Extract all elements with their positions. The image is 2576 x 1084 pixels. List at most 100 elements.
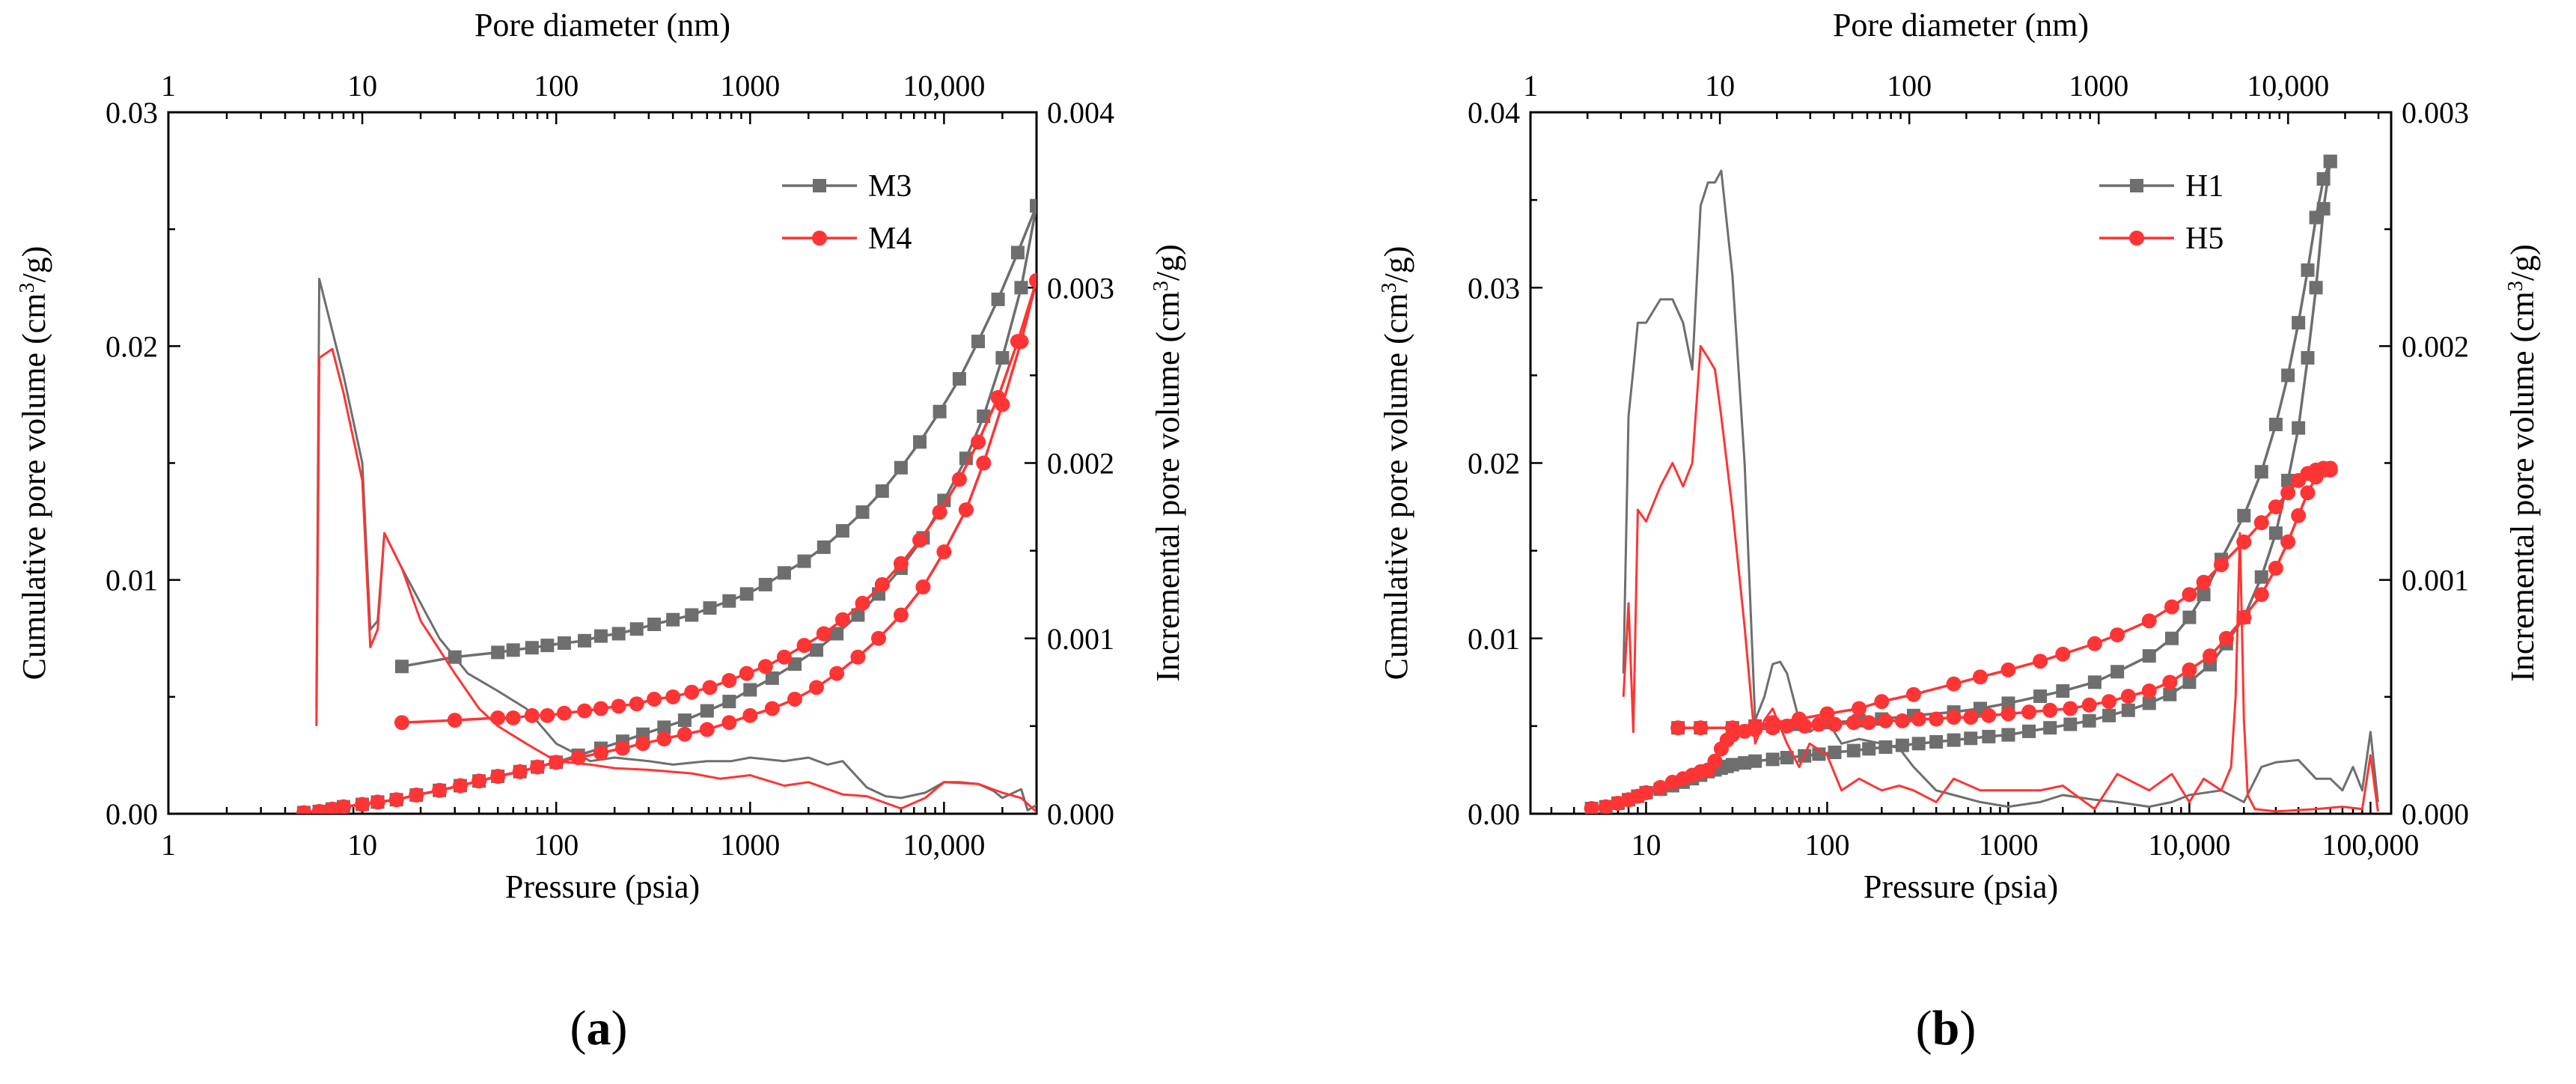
data-point-h5-extrusion xyxy=(1819,706,1835,722)
data-point-m4-intrusion xyxy=(452,778,468,794)
data-point-h1-intrusion-high xyxy=(2309,281,2323,295)
data-point-m4-extrusion xyxy=(932,505,947,520)
x2-axis-title: Pore diameter (nm) xyxy=(1833,7,2089,43)
data-point-h1-intrusion-high xyxy=(2182,675,2197,689)
data-point-h5-intrusion xyxy=(1878,713,1893,728)
data-point-h5-intrusion xyxy=(2141,683,2157,699)
data-point-m4-intrusion xyxy=(370,794,385,810)
y-tick-label: 0.01 xyxy=(106,564,158,597)
data-point-h5-intrusion xyxy=(1929,711,1944,727)
y-tick-label: 0.00 xyxy=(106,797,158,831)
data-point-m4-extrusion xyxy=(951,472,967,487)
data-point-m4-extrusion xyxy=(629,696,644,712)
x2-tick-label: 1000 xyxy=(720,69,780,103)
data-point-m3-extrusion xyxy=(491,645,505,660)
data-point-m4-intrusion xyxy=(512,764,528,779)
data-point-h5-extrusion xyxy=(1946,676,1962,692)
data-point-m4-intrusion xyxy=(787,691,802,707)
data-point-m4-extrusion xyxy=(577,703,593,719)
data-point-m4-extrusion xyxy=(647,691,662,707)
data-point-h1-extrusion xyxy=(2182,610,2197,624)
data-point-m3-extrusion xyxy=(506,643,520,657)
data-point-m3-extrusion xyxy=(394,660,409,674)
y-tick-label: 0.03 xyxy=(106,96,158,130)
data-point-h1-intrusion xyxy=(1964,731,1978,746)
data-point-m4-intrusion xyxy=(699,722,715,737)
data-point-m3-intrusion xyxy=(810,643,824,657)
data-point-m4-intrusion xyxy=(530,759,546,775)
data-point-m3-extrusion xyxy=(739,587,754,601)
data-point-m3-extrusion xyxy=(578,633,592,648)
data-point-h5-extrusion xyxy=(2110,627,2125,643)
data-point-h1-intrusion-high xyxy=(2022,724,2036,738)
data-point-m4-extrusion xyxy=(816,626,831,642)
plot-area xyxy=(296,198,1037,814)
data-point-m3-extrusion xyxy=(797,554,811,568)
data-point-h5-extrusion xyxy=(2141,613,2157,629)
data-point-h1-intrusion xyxy=(1947,733,1961,747)
data-point-h5-intrusion xyxy=(2042,702,2058,718)
y-axis-title: Cumulative pore volume (cm3/g) xyxy=(1378,246,1415,680)
data-point-m4-intrusion xyxy=(614,740,630,756)
data-point-m4-intrusion xyxy=(721,715,737,731)
data-point-h5-extrusion xyxy=(2196,574,2212,590)
y2-tick-label: 0.000 xyxy=(2402,797,2469,831)
data-point-h5-extrusion xyxy=(1724,720,1740,736)
data-point-h5-intrusion xyxy=(2291,508,2307,523)
y2-tick-label: 0.002 xyxy=(2402,329,2469,363)
data-point-h5-intrusion xyxy=(1894,713,1910,728)
data-point-m3-extrusion xyxy=(703,601,717,615)
data-point-m3-intrusion xyxy=(722,695,736,709)
data-point-h5-extrusion xyxy=(2214,557,2229,573)
data-point-h5-extrusion xyxy=(2182,587,2197,603)
data-point-h1-intrusion-high xyxy=(2121,703,2135,717)
data-point-m4-intrusion xyxy=(850,649,866,665)
y2-axis-title: Incremental pore volume (cm3/g) xyxy=(1150,244,1187,682)
data-point-h1-intrusion xyxy=(1828,746,1842,760)
legend-label-h5: H5 xyxy=(2185,222,2224,256)
legend-label-m4: M4 xyxy=(868,222,912,256)
data-point-m4-extrusion xyxy=(874,576,890,592)
data-point-h1-intrusion xyxy=(1765,752,1780,767)
plot-frame xyxy=(1529,111,2393,815)
data-point-m4-intrusion xyxy=(593,745,608,761)
y-tick-label: 0.02 xyxy=(1468,447,1520,481)
data-point-m4-extrusion xyxy=(721,672,737,688)
data-point-h5-intrusion xyxy=(2021,704,2037,720)
data-point-h5-intrusion xyxy=(2000,706,2016,722)
x2-tick-label: 10 xyxy=(347,69,377,103)
data-point-h1-extrusion xyxy=(2087,675,2102,689)
data-point-h1-intrusion xyxy=(1748,754,1762,768)
data-point-m4-intrusion xyxy=(409,788,424,803)
legend-marker-m4 xyxy=(812,231,827,246)
data-point-m3-intrusion xyxy=(657,720,671,734)
y2-tick-label: 0.003 xyxy=(2402,96,2469,130)
data-point-h1-extrusion xyxy=(2316,172,2331,186)
y-tick-label: 0.03 xyxy=(1468,271,1520,305)
data-point-h5-intrusion xyxy=(2081,697,2097,713)
data-point-h5-intrusion xyxy=(2218,630,2234,646)
plot-area xyxy=(1584,154,2379,814)
data-point-m4-intrusion xyxy=(324,801,340,814)
data-point-m4-intrusion xyxy=(471,773,487,789)
data-point-m3-extrusion xyxy=(593,629,608,643)
data-point-m3-intrusion xyxy=(765,671,779,685)
data-point-h1-intrusion-high xyxy=(2142,696,2156,710)
data-point-m4-extrusion xyxy=(684,684,700,700)
data-point-m4-extrusion xyxy=(540,707,555,723)
data-point-m4-extrusion xyxy=(524,707,540,723)
data-point-h5-intrusion xyxy=(2102,694,2117,710)
data-point-m3-intrusion xyxy=(677,713,692,728)
data-point-h1-extrusion xyxy=(2281,368,2295,383)
data-point-m4-extrusion xyxy=(556,705,572,721)
x-tick-label: 10 xyxy=(1631,828,1661,862)
x-tick-label: 1 xyxy=(161,828,176,862)
data-point-m4-intrusion xyxy=(915,579,931,595)
y-tick-label: 0.04 xyxy=(1468,96,1520,130)
data-point-m3-extrusion xyxy=(722,594,736,608)
data-point-h1-extrusion xyxy=(2197,588,2211,602)
series-line-h1-intrusion xyxy=(1591,733,2009,810)
data-point-m3-intrusion xyxy=(851,608,865,622)
data-point-h5-intrusion xyxy=(1911,711,1926,727)
